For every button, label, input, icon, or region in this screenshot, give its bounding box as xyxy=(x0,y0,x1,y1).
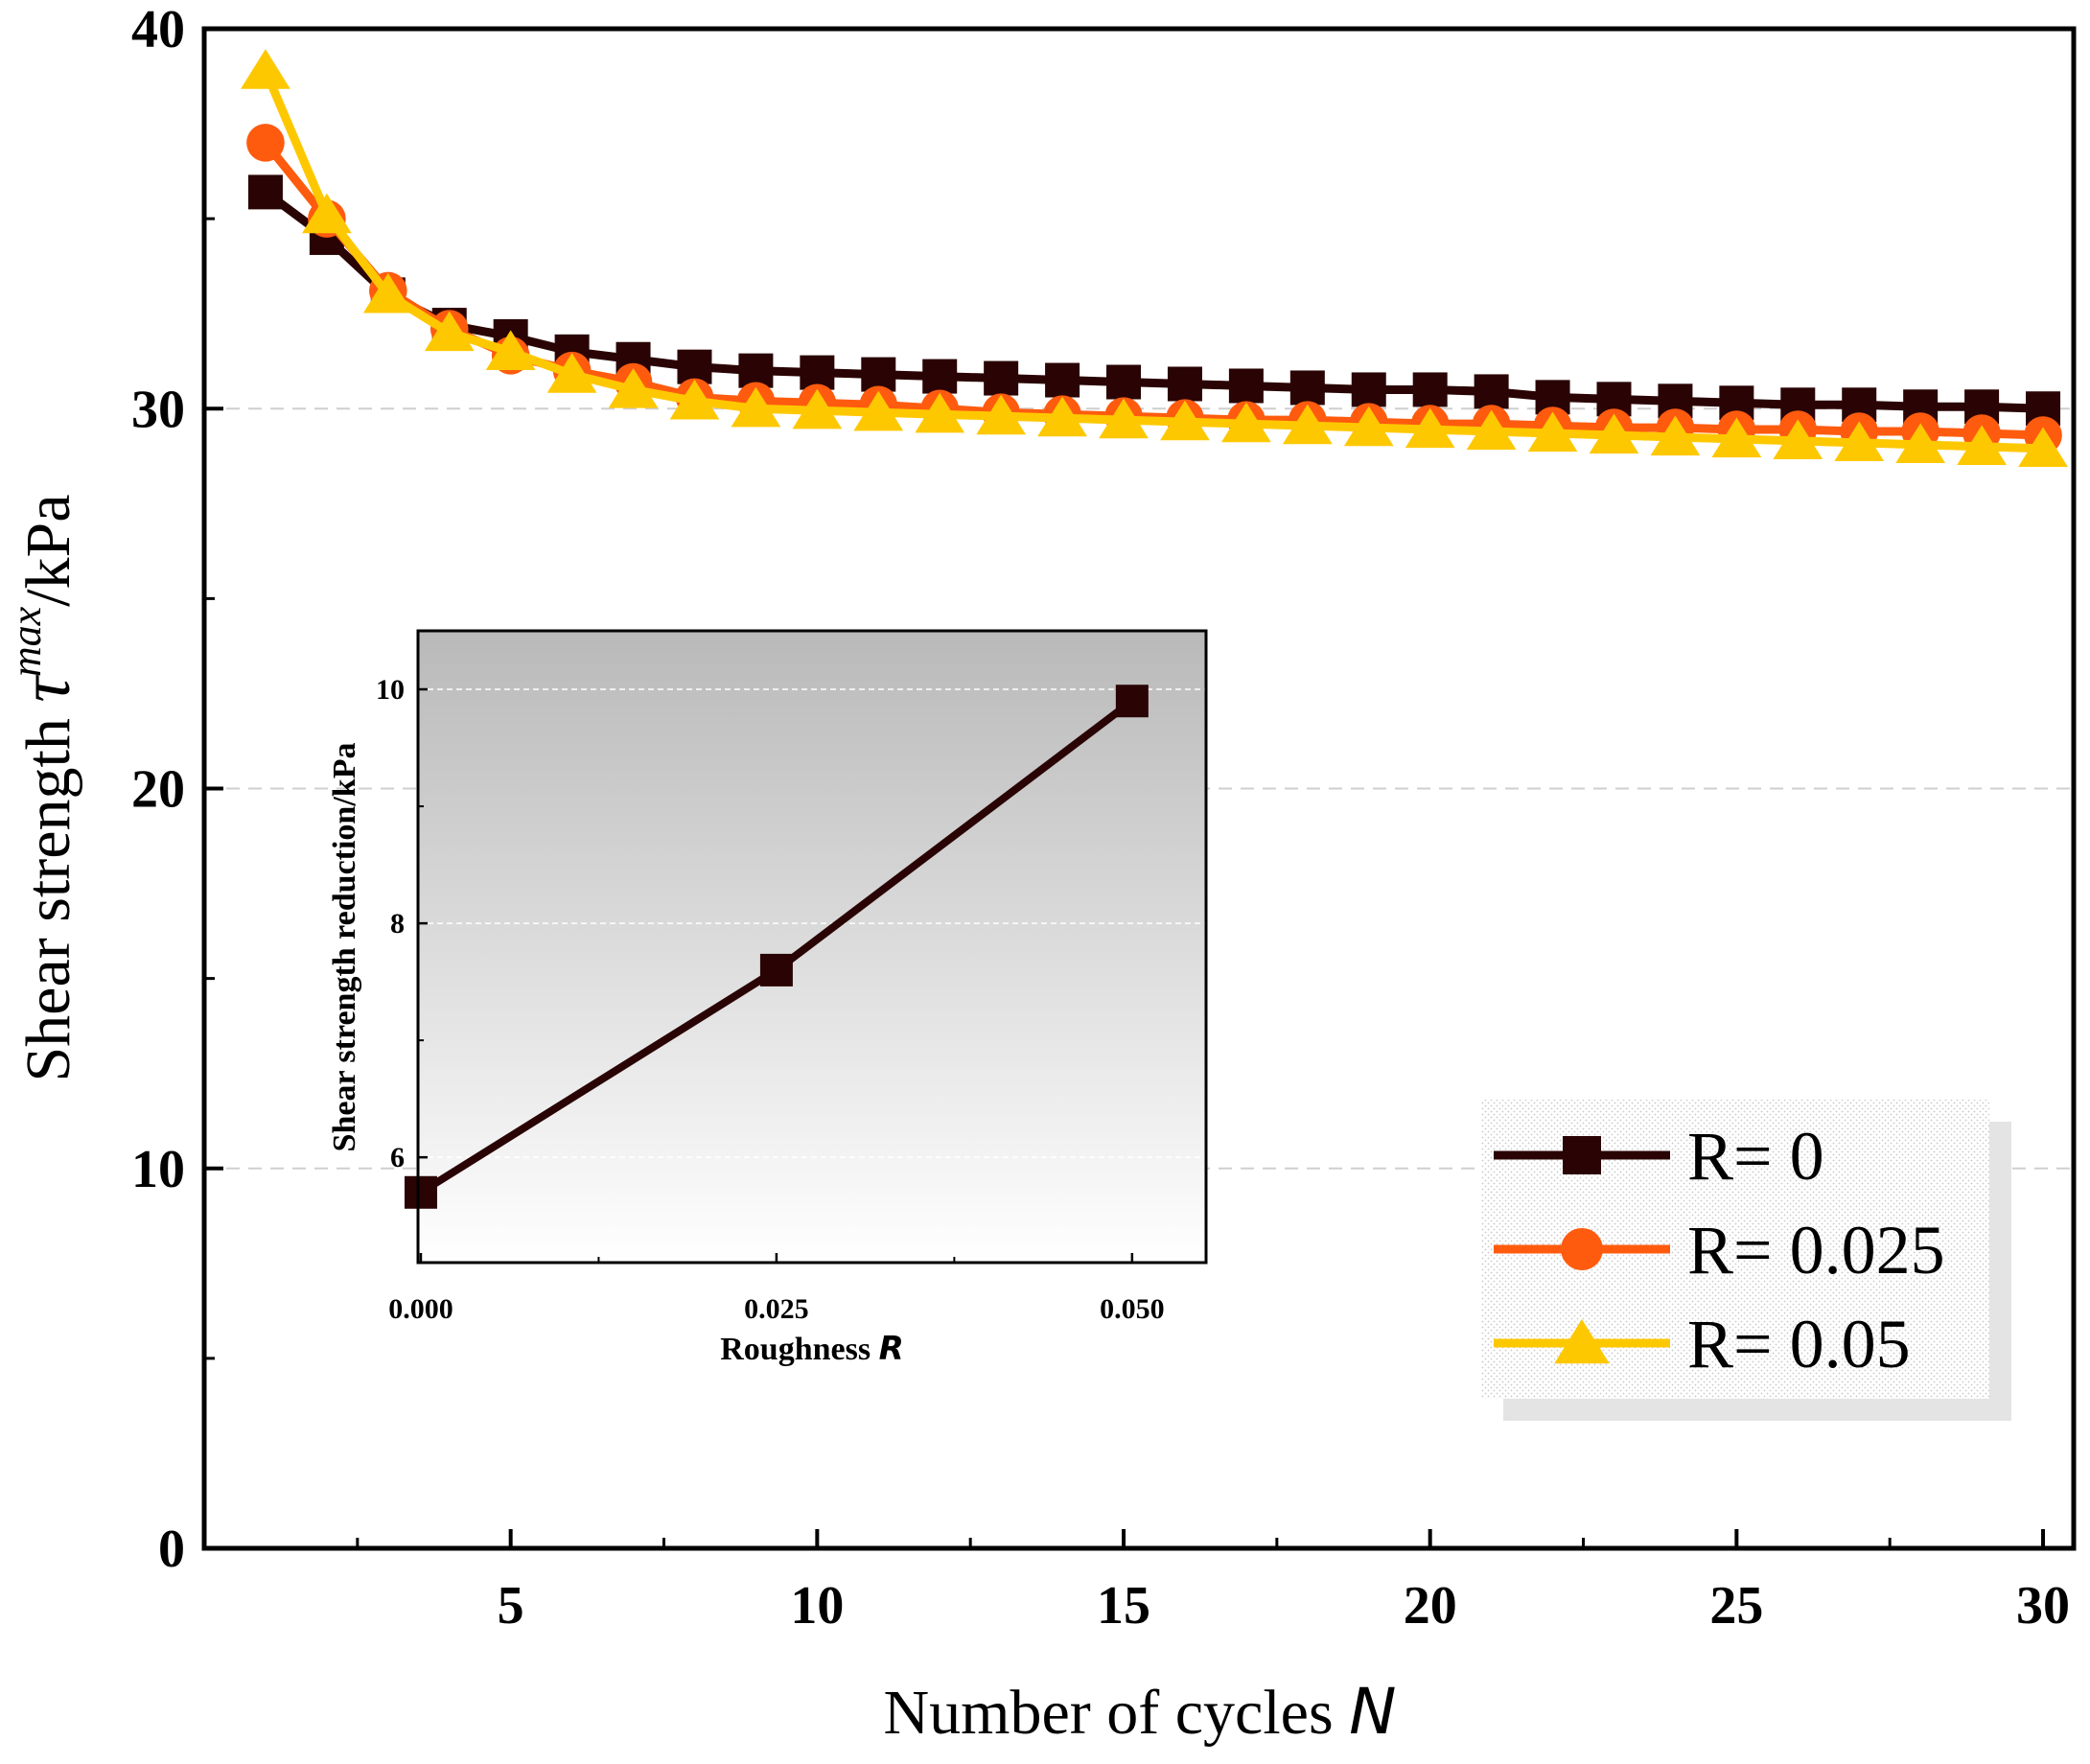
data-point xyxy=(1167,366,1202,402)
series-3 xyxy=(241,49,2068,467)
x-tick-label: 25 xyxy=(1709,1576,1763,1636)
x-tick-label: 10 xyxy=(790,1576,844,1636)
data-point xyxy=(1466,409,1517,451)
inset-y-tick-label: 8 xyxy=(390,908,405,940)
data-point xyxy=(922,359,958,394)
y-tick-label: 20 xyxy=(131,760,185,820)
data-point xyxy=(247,174,283,210)
y-axis-title: Shear strength τmax/kPa xyxy=(3,494,85,1081)
data-point xyxy=(1343,406,1394,447)
data-point xyxy=(792,388,843,429)
data-point xyxy=(1405,407,1455,449)
series-line xyxy=(261,68,2044,453)
y-tick-label: 0 xyxy=(158,1520,185,1579)
inset-x-axis-title: Roughness R xyxy=(720,1330,904,1368)
data-point xyxy=(1351,372,1386,407)
data-point xyxy=(1045,362,1080,398)
legend-marker xyxy=(1554,1319,1610,1364)
data-point xyxy=(1412,372,1448,407)
inset-axis-ticks: 6 8 10 0.000 0.025 0.050 xyxy=(376,674,1165,1325)
legend-marker xyxy=(1563,1136,1601,1174)
data-point xyxy=(1228,368,1264,404)
data-point xyxy=(984,360,1019,396)
inset-data-point xyxy=(1115,685,1149,718)
legend: R= 0 R= 0.025 R= 0.05 xyxy=(1481,1100,2011,1421)
data-point xyxy=(1282,404,1333,445)
data-point xyxy=(1773,419,1823,460)
data-point xyxy=(1711,417,1762,458)
legend-label: R= 0.05 xyxy=(1687,1306,1911,1382)
series-line xyxy=(262,140,2044,440)
data-point xyxy=(2018,427,2068,467)
main-series-group xyxy=(241,49,2068,467)
data-point xyxy=(608,367,659,408)
inset-y-tick-label: 6 xyxy=(390,1142,405,1173)
x-axis-title: Number of cycles N xyxy=(883,1675,1396,1749)
data-point xyxy=(1527,411,1578,453)
data-point xyxy=(1221,402,1271,443)
series-1 xyxy=(247,174,2061,427)
x-tick-label: 15 xyxy=(1097,1576,1150,1636)
legend-entry-3: R= 0.05 xyxy=(1494,1306,1911,1382)
data-point xyxy=(1957,425,2007,465)
inset-grid xyxy=(418,688,1206,1158)
inset-series-group xyxy=(404,685,1149,1209)
y-tick-label: 10 xyxy=(131,1140,185,1199)
data-point xyxy=(1099,398,1149,439)
legend-entry-1: R= 0 xyxy=(1494,1118,1824,1195)
data-point xyxy=(1834,421,1885,462)
data-point xyxy=(1589,413,1639,454)
data-point xyxy=(424,311,475,352)
series-line xyxy=(263,188,2044,413)
data-point xyxy=(1650,415,1701,456)
legend-entry-2: R= 0.025 xyxy=(1494,1212,1945,1288)
data-point xyxy=(915,392,965,433)
data-point xyxy=(1160,400,1210,441)
data-point xyxy=(1474,374,1509,409)
inset-x-tick-label: 0.000 xyxy=(388,1293,453,1325)
data-point xyxy=(1895,423,1946,464)
data-point xyxy=(976,394,1027,435)
data-point xyxy=(246,124,285,162)
data-point xyxy=(1289,370,1325,406)
data-point xyxy=(669,379,720,420)
data-point xyxy=(485,330,536,370)
legend-label: R= 0 xyxy=(1687,1118,1824,1195)
data-point xyxy=(1106,364,1142,400)
data-point xyxy=(546,353,597,393)
inset-x-tick-label: 0.050 xyxy=(1100,1293,1165,1325)
x-tick-label: 30 xyxy=(2016,1576,2070,1636)
legend-marker xyxy=(1561,1228,1603,1270)
inset-data-point xyxy=(759,953,793,986)
data-point xyxy=(362,272,413,313)
data-point xyxy=(731,386,781,428)
inset-x-tick-label: 0.025 xyxy=(744,1293,809,1325)
y-tick-label: 40 xyxy=(131,0,185,59)
data-point xyxy=(301,193,352,234)
data-point xyxy=(1037,396,1087,437)
inset-y-axis-title: Shear strength reduction/kPa xyxy=(327,743,362,1152)
x-tick-label: 20 xyxy=(1404,1576,1457,1636)
data-point xyxy=(853,390,904,431)
inset-chart: 6 8 10 0.000 0.025 0.050 Roughness R Shear st… xyxy=(327,629,1208,1368)
x-tick-label: 5 xyxy=(498,1576,524,1636)
inset-plot-frame xyxy=(416,629,1208,1265)
legend-label: R= 0.025 xyxy=(1687,1212,1945,1288)
data-point xyxy=(241,49,290,89)
y-tick-label: 30 xyxy=(131,380,185,439)
inset-y-tick-label: 10 xyxy=(376,674,405,706)
inset-data-point xyxy=(404,1175,437,1209)
main-axis-ticks: 0 10 20 30 40 5 10 15 20 25 30 xyxy=(131,0,2070,1636)
